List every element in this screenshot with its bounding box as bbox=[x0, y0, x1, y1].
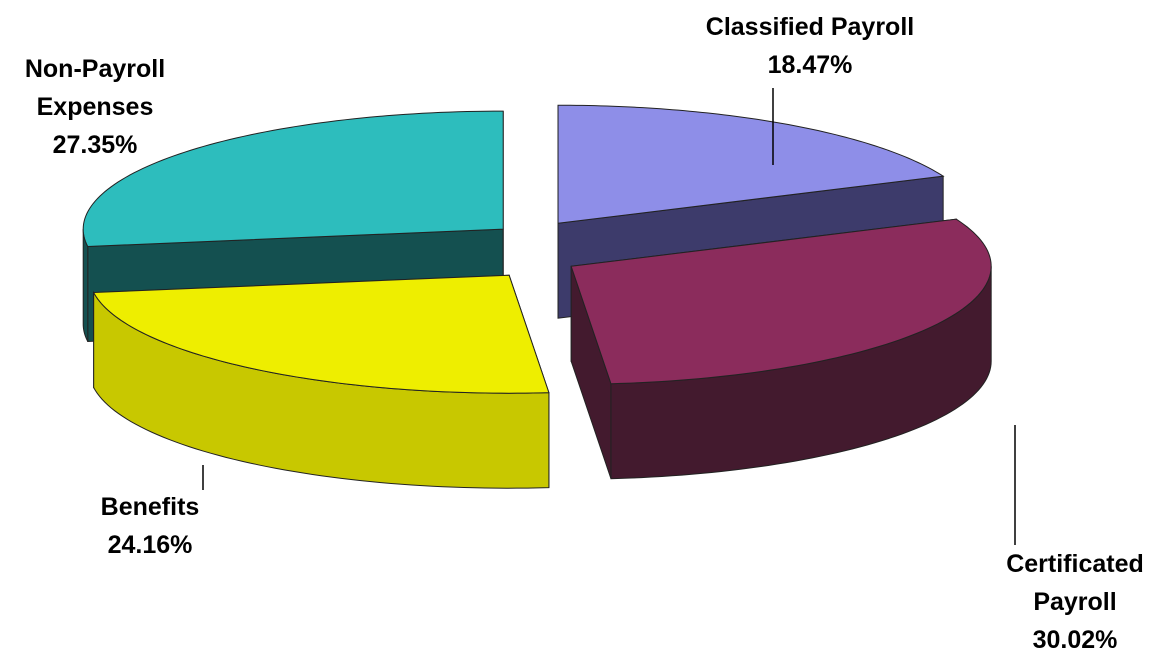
slice-top bbox=[557, 104, 945, 224]
slice bbox=[570, 218, 992, 480]
value-label: 24.16% bbox=[107, 531, 193, 559]
slice-top bbox=[92, 274, 550, 394]
slice-label: Benefits 24.16% bbox=[60, 488, 240, 564]
category-label: Non-Payroll Expenses bbox=[24, 55, 166, 121]
category-label: Classified Payroll bbox=[705, 13, 915, 41]
slice-top bbox=[570, 218, 992, 385]
value-label: 30.02% bbox=[1032, 626, 1118, 654]
slice-label: Certificated Payroll 30.02% bbox=[985, 545, 1165, 659]
slice bbox=[92, 274, 550, 489]
slice-label: Classified Payroll 18.47% bbox=[660, 8, 960, 84]
slice-label: Non-Payroll Expenses 27.35% bbox=[0, 50, 190, 164]
value-label: 27.35% bbox=[52, 131, 138, 159]
slice-top bbox=[82, 110, 504, 247]
value-label: 18.47% bbox=[767, 51, 853, 79]
category-label: Certificated Payroll bbox=[1006, 550, 1144, 616]
category-label: Benefits bbox=[100, 493, 200, 521]
